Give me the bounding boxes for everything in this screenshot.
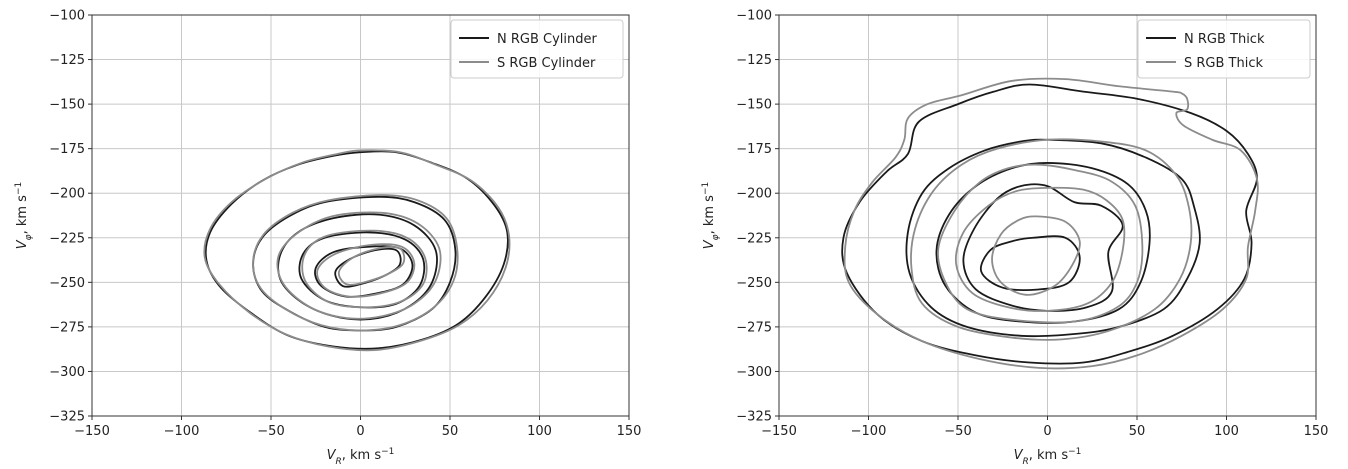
series-2-contour-3 [276,211,442,320]
y-tick-label: −250 [49,276,85,291]
x-tick-label: 50 [442,424,459,439]
series-2-contour-3 [937,163,1144,324]
x-tick-label: 100 [1214,424,1239,439]
series-2-contour-4 [301,229,428,309]
series-1-contour-2 [252,195,457,332]
legend-label-2: S RGB Thick [1184,56,1263,71]
contour-layer [841,77,1259,370]
y-tick-label: −100 [736,9,772,24]
series-1-contour-5 [979,235,1081,291]
series-2-contour-2 [252,194,459,332]
x-tick-label: −50 [257,424,284,439]
legend: N RGB Cylinder S RGB Cylinder [450,19,624,79]
y-tick-label: −150 [736,98,772,113]
y-tick-label: −300 [736,365,772,380]
x-axis-label: VR, km s−1 [327,447,395,467]
y-tick-label: −150 [49,98,85,113]
series-2-contour-4 [954,186,1126,312]
x-tick-label: −50 [944,424,971,439]
x-tick-label: 100 [527,424,552,439]
legend-label-2: S RGB Cylinder [497,56,596,71]
y-tick-label: −200 [49,187,85,202]
y-tick-label: −300 [49,365,85,380]
y-tick-label: −125 [736,53,772,68]
chart-panel-1: −150 −100 −50 0 50 100 150 −325 −300 −275 −250 −225… [14,9,641,468]
x-tick-label: 0 [356,424,364,439]
series-2-contour-5 [316,243,416,298]
y-tick-label: −250 [736,276,772,291]
y-tick-label: −175 [49,142,85,157]
y-tick-label: −275 [736,320,772,335]
y-axis-label: Vφ, km s−1 [701,182,721,250]
legend: N RGB Thick S RGB Thick [1137,19,1311,79]
x-tick-label: −150 [74,424,110,439]
x-tick-label: −150 [761,424,797,439]
y-tick-label: −325 [49,410,85,425]
x-tick-label: −100 [851,424,887,439]
x-tick-label: −100 [164,424,200,439]
chart-panel-2: −150 −100 −50 0 50 100 150 −325 −300 −275 −250 −225… [701,9,1328,468]
series-2-contour-6 [337,246,406,286]
x-tick-label: 50 [1129,424,1146,439]
y-axis-label: Vφ, km s−1 [14,182,34,250]
x-tick-label: 0 [1043,424,1051,439]
y-tick-label: −225 [49,231,85,246]
series-2-contour-2 [910,138,1193,341]
series-2-contour-1 [843,77,1259,370]
y-tick-label: −100 [49,9,85,24]
legend-box [450,19,624,79]
y-tick-label: −275 [49,320,85,335]
series-1-contour-2 [905,138,1201,338]
y-tick-label: −325 [736,410,772,425]
legend-box [1137,19,1311,79]
legend-label-1: N RGB Thick [1184,32,1265,47]
y-tick-label: −175 [736,142,772,157]
x-tick-label: 150 [1304,424,1329,439]
series-1-contour-1 [841,83,1258,365]
y-tick-label: −200 [736,187,772,202]
x-axis-label: VR, km s−1 [1014,447,1082,467]
y-tick-label: −125 [49,53,85,68]
contour-layer [203,149,511,352]
legend-label-1: N RGB Cylinder [497,32,597,47]
series-2-contour-5 [991,215,1081,296]
y-tick-label: −225 [736,231,772,246]
x-tick-label: 150 [617,424,642,439]
series-2-contour-1 [203,149,511,352]
